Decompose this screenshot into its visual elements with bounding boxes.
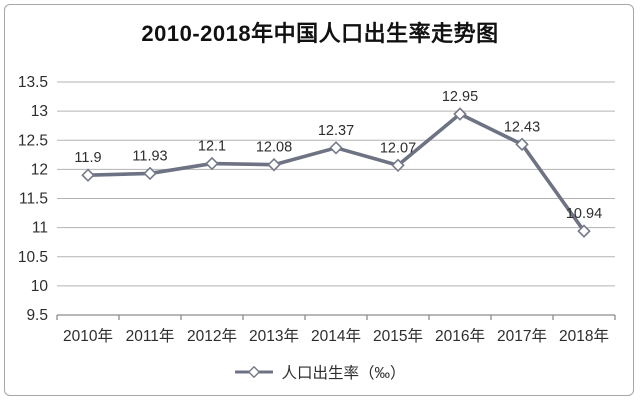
svg-text:10.5: 10.5 [18,249,48,266]
svg-text:2012年: 2012年 [187,327,237,345]
svg-text:13.5: 13.5 [18,74,48,91]
svg-text:2014年: 2014年 [311,327,361,345]
svg-text:10: 10 [31,278,49,295]
svg-text:11.5: 11.5 [19,191,48,208]
svg-text:10.94: 10.94 [566,206,602,222]
svg-text:12.5: 12.5 [18,132,48,149]
svg-text:13: 13 [31,103,48,120]
svg-text:12.43: 12.43 [504,119,540,135]
svg-text:2010年: 2010年 [63,327,113,345]
svg-text:2017年: 2017年 [497,327,547,345]
svg-text:11.9: 11.9 [74,150,101,166]
svg-text:9.5: 9.5 [26,307,48,324]
svg-text:12: 12 [31,161,48,178]
legend-marker-icon [235,366,274,378]
chart-title: 2010-2018年中国人口出生率走势图 [141,21,499,46]
legend: 人口出生率（‰） [0,361,640,383]
svg-text:12.07: 12.07 [380,140,416,156]
svg-text:2013年: 2013年 [249,327,299,345]
svg-text:12.08: 12.08 [256,140,292,156]
legend-label: 人口出生率（‰） [281,365,406,382]
svg-text:12.1: 12.1 [198,139,226,155]
svg-text:11.93: 11.93 [132,148,167,164]
chart-frame [4,4,634,396]
svg-text:12.95: 12.95 [442,89,478,105]
svg-text:12.37: 12.37 [318,123,354,139]
svg-text:2011年: 2011年 [126,327,175,345]
svg-text:2016年: 2016年 [435,327,485,345]
svg-text:2015年: 2015年 [373,327,423,345]
svg-text:11: 11 [32,220,48,237]
svg-text:2018年: 2018年 [559,327,609,345]
